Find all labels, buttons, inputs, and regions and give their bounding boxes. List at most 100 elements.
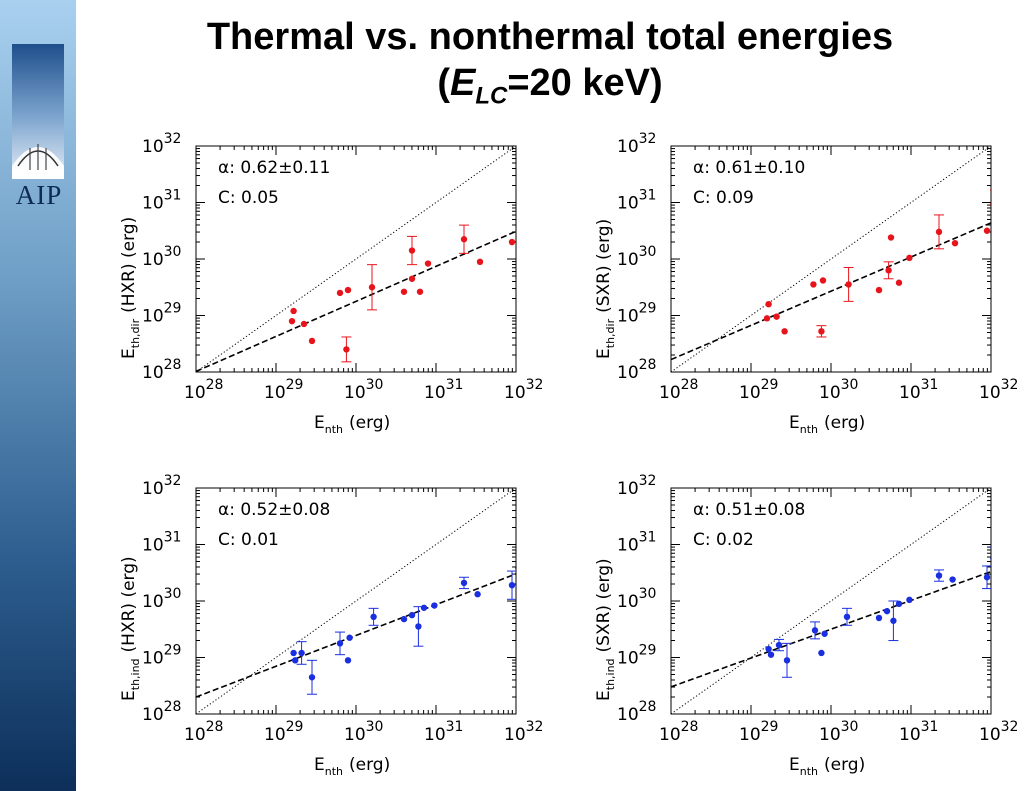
data-point (992, 194, 998, 200)
y-tick-label: 1031 (617, 188, 656, 214)
data-point (949, 576, 956, 583)
y-tick-label-exponent: 28 (164, 357, 182, 373)
x-tick-label-base: 10 (979, 725, 1001, 745)
y-tick-label-base: 10 (617, 536, 639, 556)
x-tick-label-base: 10 (659, 383, 681, 403)
fit-line (671, 222, 991, 361)
chart-panel-hxr-direct: 1028102810291029103010301031103110321032… (119, 131, 543, 436)
y-tick-label-base: 10 (142, 363, 164, 383)
data-point (843, 613, 851, 621)
y-axis-label-unit: (HXR) (erg) (119, 217, 139, 313)
data-point (408, 247, 416, 254)
data-point (767, 651, 775, 658)
data-point (508, 581, 516, 589)
data-point (775, 641, 783, 649)
data-point (875, 614, 883, 622)
data-point (517, 196, 523, 202)
y-tick-label: 1030 (142, 586, 181, 612)
y-tick-label-exponent: 32 (164, 473, 182, 489)
data-point (344, 657, 352, 664)
y-tick-label: 1028 (142, 357, 181, 383)
y-tick-label-exponent: 32 (639, 131, 657, 147)
data-point (517, 559, 523, 565)
title-subscript: LC (475, 82, 508, 110)
x-axis-label-main: E (789, 413, 800, 433)
data-point (476, 258, 484, 266)
alpha-annotation: α: 0.51±0.08 (693, 500, 805, 520)
y-tick-label: 1029 (617, 301, 656, 327)
data-point (408, 275, 416, 282)
x-tick-label: 1031 (424, 719, 463, 745)
x-tick-label-base: 10 (979, 383, 1001, 403)
data-point (408, 611, 416, 619)
data-point (773, 313, 780, 320)
data-point (783, 657, 791, 664)
data-point (811, 627, 819, 634)
x-tick-label: 1030 (344, 377, 383, 403)
data-point (983, 227, 991, 234)
x-tick-label: 1031 (424, 377, 463, 403)
data-point (887, 234, 895, 241)
c-annotation: C: 0.09 (693, 188, 754, 208)
y-axis-label-main: E (119, 348, 139, 359)
x-tick-label-exponent: 28 (206, 377, 224, 393)
x-tick-label-exponent: 32 (526, 719, 544, 735)
x-tick-label-base: 10 (344, 383, 366, 403)
y-tick-label-base: 10 (617, 649, 639, 669)
data-point (818, 328, 825, 335)
y-tick-label-exponent: 31 (639, 530, 657, 546)
x-axis-label-main: E (314, 413, 325, 433)
x-tick-label: 1028 (659, 377, 698, 403)
x-tick-label-base: 10 (899, 383, 921, 403)
x-tick-label-base: 10 (264, 725, 286, 745)
data-point (343, 346, 350, 353)
x-axis-label-main: E (789, 755, 800, 775)
data-point (292, 657, 299, 664)
x-tick-label-exponent: 29 (286, 377, 304, 393)
data-point (895, 600, 903, 608)
data-point (368, 284, 376, 291)
title-suffix: =20 keV) (507, 62, 663, 104)
data-point (290, 307, 297, 315)
x-tick-label-base: 10 (819, 725, 841, 745)
x-axis-label: Enth (erg) (314, 755, 390, 778)
y-tick-label-base: 10 (617, 592, 639, 612)
data-point (460, 579, 468, 587)
aip-logo-icon (12, 44, 64, 179)
x-tick-label-exponent: 32 (1001, 377, 1019, 393)
data-point (992, 550, 998, 556)
x-tick-label-base: 10 (184, 383, 206, 403)
data-point (935, 228, 943, 236)
y-tick-label: 1028 (617, 699, 656, 725)
data-point (344, 286, 352, 294)
x-tick-label-exponent: 29 (761, 719, 779, 735)
data-point (810, 281, 817, 288)
y-tick-label-base: 10 (142, 307, 164, 327)
x-tick-label-base: 10 (504, 383, 526, 403)
x-tick-label-exponent: 30 (366, 377, 384, 393)
data-point (529, 572, 535, 578)
y-tick-label-base: 10 (617, 194, 639, 214)
data-point (290, 649, 297, 657)
x-tick-label-base: 10 (899, 725, 921, 745)
x-tick-label-base: 10 (424, 383, 446, 403)
alpha-annotation: α: 0.62±0.11 (218, 158, 330, 178)
data-point (370, 613, 377, 621)
data-point (845, 281, 852, 288)
data-point (1004, 564, 1010, 570)
data-point (1004, 206, 1010, 212)
x-tick-label-exponent: 31 (921, 719, 939, 735)
chart-panel-hxr-indirect: 1028102810291029103010301031103110321032… (119, 473, 544, 778)
y-tick-label-base: 10 (142, 536, 164, 556)
y-tick-label-base: 10 (617, 705, 639, 725)
y-tick-label-exponent: 30 (164, 586, 182, 602)
sidebar: AIP (0, 0, 76, 791)
x-tick-label-exponent: 31 (446, 719, 464, 735)
y-axis-label: Eth,ind (HXR) (erg) (119, 556, 142, 701)
y-axis-label-subscript: th,ind (129, 658, 142, 690)
data-point (346, 634, 353, 641)
data-point (983, 574, 991, 581)
data-point (763, 315, 771, 322)
y-axis-label-unit: (HXR) (erg) (119, 556, 139, 652)
data-point (420, 604, 428, 611)
